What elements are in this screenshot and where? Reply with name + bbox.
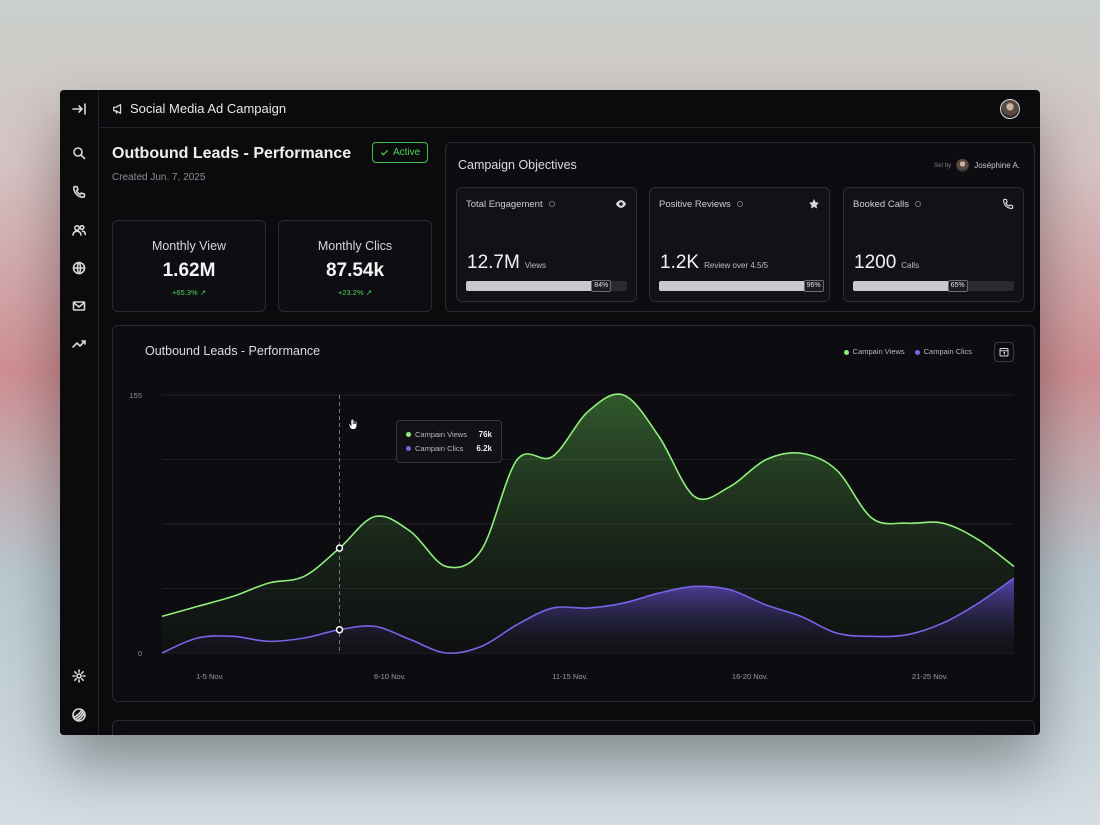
created-date: Created Jun. 7, 2025	[112, 172, 206, 183]
globe-icon[interactable]	[72, 261, 86, 275]
status-badge: Active	[372, 142, 429, 163]
megaphone-icon	[113, 103, 122, 114]
info-icon	[736, 201, 743, 208]
progress-fill	[853, 281, 958, 291]
trend-up-icon: ↗	[199, 288, 207, 297]
campaign-title: Social Media Ad Campaign	[130, 101, 287, 116]
y-tick-label: 155	[129, 391, 142, 400]
owner-name: Joséphine A.	[974, 161, 1020, 170]
progress-bar: 84%	[466, 280, 627, 292]
eye-icon	[615, 200, 627, 208]
tooltip-clics-value: 6.2k	[476, 444, 492, 453]
collapse-sidebar-icon[interactable]	[72, 102, 86, 116]
app-window: Social Media Ad Campaign Outbound Leads …	[60, 90, 1040, 735]
star-icon	[809, 199, 819, 209]
set-by: Set by Joséphine A.	[934, 159, 1020, 172]
objectives-title: Campaign Objectives	[458, 158, 577, 172]
progress-bar: 65%	[853, 280, 1014, 292]
phone-icon[interactable]	[72, 185, 86, 199]
calendar-icon	[999, 348, 1009, 357]
progress-bar: 96%	[659, 280, 824, 292]
hover-point-views	[335, 544, 344, 552]
hand-cursor-icon	[348, 418, 358, 430]
status-label: Active	[393, 147, 421, 158]
users-icon[interactable]	[72, 223, 86, 237]
stat-card-monthly-view: Monthly View 1.62M +65.3% ↗	[112, 220, 266, 312]
progress-label: 84%	[591, 280, 612, 292]
mail-icon[interactable]	[72, 299, 86, 313]
objective-card-total-engagement[interactable]: Total Engagement 12.7M Views 84%	[456, 187, 637, 302]
x-tick-label: 6-10 Nov.	[374, 672, 406, 681]
campaign-objectives-panel: Campaign Objectives Set by Joséphine A. …	[445, 142, 1035, 312]
legend-item-clics[interactable]: Campain Clics	[914, 347, 972, 356]
secondary-panel	[112, 720, 1035, 735]
phone-icon	[1002, 198, 1014, 210]
chart-tooltip: Campain Views 76k Campain Clics 6.2k	[396, 420, 502, 463]
gear-icon[interactable]	[72, 669, 86, 683]
stat-change: +65.3% ↗	[171, 288, 207, 297]
progress-label: 65%	[947, 280, 968, 292]
info-icon	[548, 201, 555, 208]
stat-value: 87.54k	[325, 260, 385, 281]
objective-title: Total Engagement	[466, 199, 555, 210]
page-title: Outbound Leads - Performance	[112, 145, 352, 162]
avatar[interactable]	[1000, 99, 1020, 119]
tooltip-views-value: 76k	[478, 430, 492, 439]
stat-label: Monthly View	[151, 239, 227, 253]
info-icon	[914, 201, 921, 208]
progress-fill	[659, 281, 814, 291]
trend-icon[interactable]	[72, 337, 86, 351]
x-tick-label: 11-15 Nov.	[552, 672, 588, 681]
series-area-clics	[162, 578, 1014, 654]
brand-logo-icon	[72, 708, 86, 722]
tooltip-views-label: Campain Views	[415, 430, 467, 439]
x-tick-label: 1-5 Nov.	[196, 672, 224, 681]
progress-label: 96%	[803, 280, 824, 292]
series-line-views	[161, 393, 1015, 618]
objective-title: Booked Calls	[853, 199, 921, 210]
stat-change: +23.2% ↗	[337, 288, 373, 297]
objective-value: 1200 Calls	[854, 252, 920, 273]
chart-title: Outbound Leads - Performance	[145, 344, 321, 358]
x-tick-label: 21-25 Nov.	[912, 672, 948, 681]
objective-title: Positive Reviews	[659, 199, 743, 210]
objective-card-positive-reviews[interactable]: Positive Reviews 1.2K Review over 4.5/5 9…	[649, 187, 830, 302]
sidebar	[60, 90, 99, 735]
objective-value: 12.7M Views	[467, 252, 547, 273]
check-icon	[380, 149, 389, 156]
top-bar: Social Media Ad Campaign	[99, 90, 1040, 128]
objective-value: 1.2K Review over 4.5/5	[660, 252, 769, 273]
stat-value: 1.62M	[162, 260, 216, 281]
search-icon[interactable]	[72, 146, 86, 160]
trend-up-icon: ↗	[365, 288, 373, 297]
stat-card-monthly-clics: Monthly Clics 87.54k +23.2% ↗	[278, 220, 432, 312]
performance-chart[interactable]: 155 0 1-5 Nov. 6-10 Nov. 11-15 Nov. 16-20 Nov…	[113, 326, 1036, 703]
legend-item-views[interactable]: Campain Views	[843, 347, 905, 356]
set-by-prefix: Set by	[934, 162, 952, 169]
hover-point-clics	[335, 625, 344, 634]
tooltip-clics-label: Campain Clics	[415, 444, 464, 453]
progress-fill	[466, 281, 602, 291]
series-area-views	[162, 394, 1014, 653]
series-line-clics	[161, 577, 1015, 655]
chart-legend: Campain Views Campain Clics	[843, 347, 972, 356]
owner-avatar	[956, 159, 970, 172]
objective-card-booked-calls[interactable]: Booked Calls 1200 Calls 65%	[843, 187, 1024, 302]
stat-label: Monthly Clics	[317, 239, 393, 253]
x-tick-label: 16-20 Nov.	[732, 672, 768, 681]
y-tick-label: 0	[138, 649, 142, 658]
performance-chart-panel: 155 0 1-5 Nov. 6-10 Nov. 11-15 Nov. 16-20 Nov…	[112, 325, 1035, 702]
calendar-button[interactable]	[994, 342, 1014, 362]
